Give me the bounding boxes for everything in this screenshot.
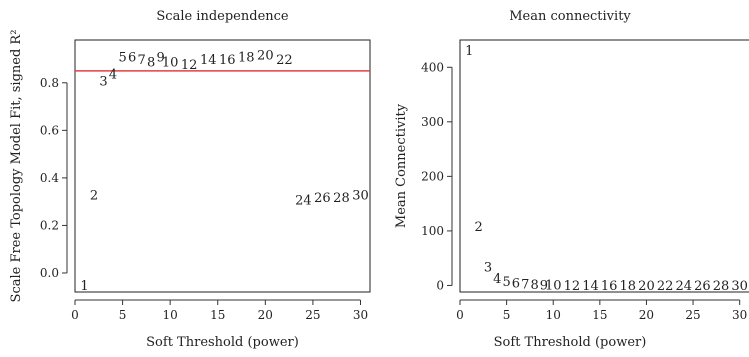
- data-point-label: 20: [638, 279, 655, 294]
- data-point-label: 26: [314, 191, 331, 206]
- data-point-label: 3: [99, 74, 107, 89]
- y-tick-label: 0.0: [40, 266, 59, 280]
- data-point-label: 3: [484, 260, 492, 275]
- data-point-label: 22: [276, 53, 293, 68]
- data-point-label: 9: [540, 278, 548, 293]
- data-point-label: 10: [545, 278, 562, 293]
- data-point-label: 7: [521, 277, 529, 292]
- y-tick-label: 0.4: [40, 171, 59, 185]
- x-tick-label: 30: [353, 308, 368, 322]
- data-point-label: 7: [137, 53, 145, 68]
- x-tick-label: 20: [639, 308, 654, 322]
- x-tick-label: 25: [305, 308, 320, 322]
- x-tick-label: 0: [456, 308, 464, 322]
- x-tick-label: 10: [546, 308, 561, 322]
- chart-title: Scale independence: [156, 9, 289, 24]
- x-axis-label: Soft Threshold (power): [146, 335, 299, 350]
- data-point-label: 30: [352, 189, 369, 204]
- y-tick-label: 0.2: [40, 218, 59, 232]
- data-point-label: 8: [530, 278, 538, 293]
- data-point-label: 14: [582, 279, 599, 294]
- data-point-label: 14: [200, 53, 217, 68]
- data-point-label: 2: [475, 220, 483, 235]
- x-tick-label: 5: [119, 308, 127, 322]
- data-point-label: 28: [333, 191, 350, 206]
- data-point-label: 16: [219, 53, 236, 68]
- plot-area-frame: [74, 39, 371, 293]
- x-tick-label: 15: [210, 308, 225, 322]
- data-point-label: 26: [694, 279, 711, 294]
- y-tick-label: 200: [421, 169, 444, 183]
- x-tick-label: 15: [592, 308, 607, 322]
- data-point-label: 10: [162, 55, 179, 70]
- y-tick-label: 0.8: [40, 76, 59, 90]
- data-point-label: 12: [181, 58, 198, 73]
- data-point-label: 22: [657, 279, 674, 294]
- data-point-label: 4: [493, 272, 501, 287]
- y-tick-label: 0: [436, 278, 444, 292]
- data-point-label: 24: [675, 279, 692, 294]
- y-tick-label: 300: [421, 115, 444, 129]
- x-tick-label: 20: [258, 308, 273, 322]
- data-point-label: 5: [118, 51, 126, 66]
- y-tick-label: 400: [421, 60, 444, 74]
- data-point-label: 12: [564, 279, 581, 294]
- data-point-label: 18: [238, 51, 255, 66]
- data-point-label: 9: [157, 51, 165, 66]
- plot-area-frame: [459, 39, 749, 293]
- y-axis-label: Mean Connectivity: [394, 103, 409, 228]
- x-tick-label: 10: [163, 308, 178, 322]
- x-tick-label: 0: [71, 308, 79, 322]
- data-point-label: 18: [620, 279, 637, 294]
- y-tick-label: 100: [421, 224, 444, 238]
- y-tick-label: 0.6: [40, 123, 59, 137]
- y-axis-label: Scale Free Topology Model Fit, signed R²: [9, 30, 24, 303]
- data-point-label: 1: [80, 279, 88, 294]
- x-tick-label: 25: [685, 308, 700, 322]
- data-point-label: 4: [109, 67, 117, 82]
- x-tick-label: 30: [732, 308, 747, 322]
- chart-title: Mean connectivity: [509, 9, 631, 24]
- data-point-label: 5: [502, 275, 510, 290]
- data-point-label: 28: [713, 279, 730, 294]
- data-point-label: 20: [257, 48, 274, 63]
- x-axis-label: Soft Threshold (power): [494, 335, 647, 350]
- data-point-label: 6: [512, 277, 520, 292]
- data-point-label: 8: [147, 55, 155, 70]
- data-point-label: 30: [731, 279, 748, 294]
- data-point-label: 1: [465, 44, 473, 59]
- data-point-label: 2: [90, 189, 98, 204]
- data-point-label: 24: [295, 193, 312, 208]
- x-tick-label: 5: [503, 308, 511, 322]
- data-point-label: 16: [601, 279, 618, 294]
- data-point-label: 6: [128, 51, 136, 66]
